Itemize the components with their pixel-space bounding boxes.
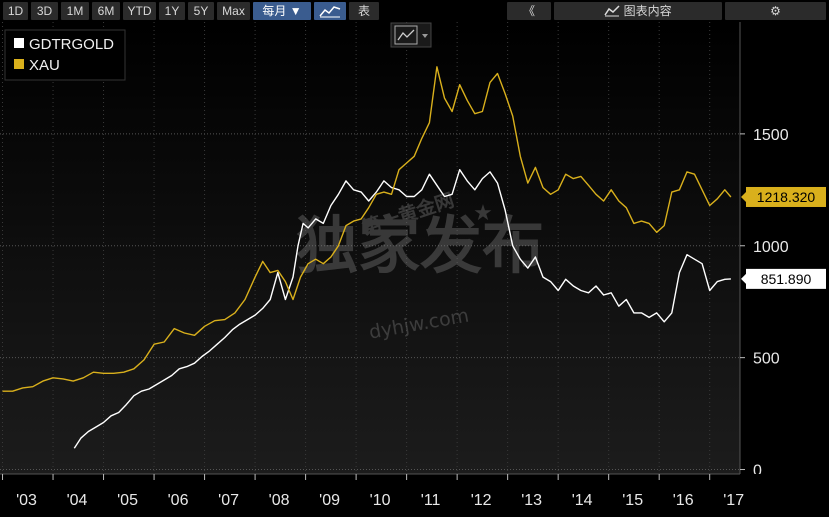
last-value-badge-xau: [746, 186, 826, 207]
range-6m-button[interactable]: 6M: [92, 2, 120, 20]
x-tick-label: '17: [723, 492, 744, 509]
x-gridlines: [2, 22, 711, 474]
x-tick-label: '03: [16, 492, 37, 509]
chevron-down-icon: [422, 34, 428, 38]
y-axis-panel: [740, 22, 829, 474]
chart-type-selector[interactable]: [390, 22, 432, 48]
x-tick-label: '10: [370, 492, 391, 509]
collapse-panel-button[interactable]: 《: [507, 2, 551, 20]
x-tick-label: '16: [673, 492, 694, 509]
watermark-star-icon: ★: [473, 201, 493, 226]
range-ytd-button[interactable]: YTD: [123, 2, 156, 20]
series-line-xau: [2, 66, 732, 392]
legend-label-gdtrgold[interactable]: GDTRGOLD: [29, 36, 114, 53]
range-max-button[interactable]: Max: [217, 2, 250, 20]
legend-box: [4, 29, 126, 81]
x-axis-panel: [0, 474, 829, 517]
gridlines: [0, 133, 740, 471]
last-value-labels: 851.890 1218.320: [741, 186, 826, 289]
y-tick-label: 1000: [753, 239, 789, 256]
series-lines: [2, 66, 732, 449]
series-line-gdtrgold: [73, 168, 731, 449]
legend-swatch-gdtrgold: [14, 38, 24, 48]
x-tick-label: '08: [269, 492, 290, 509]
range-3d-button[interactable]: 3D: [31, 2, 58, 20]
last-value-label-gdtrgold: 851.890: [761, 271, 812, 287]
double-chevron-left-icon: 《: [522, 4, 535, 18]
chart-content-icon: [604, 5, 620, 17]
last-value-pointer: [741, 190, 747, 203]
chart-content-label: 图表内容: [623, 4, 672, 18]
range-5y-button[interactable]: 5Y: [188, 2, 214, 20]
legend: GDTRGOLD XAU: [4, 29, 126, 81]
x-tick-label: '12: [471, 492, 492, 509]
x-tick-label: '15: [622, 492, 643, 509]
x-tick-label: '13: [521, 492, 542, 509]
frequency-dropdown[interactable]: 每月 ▼: [253, 2, 311, 20]
x-tick-label: '07: [218, 492, 239, 509]
line-chart-icon: [397, 29, 415, 41]
range-1m-button[interactable]: 1M: [61, 2, 89, 20]
last-value-badge-gdtrgold: [746, 268, 826, 289]
last-value-label-xau: 1218.320: [757, 189, 816, 205]
watermark-main-text: 独家发布: [296, 209, 544, 282]
legend-swatch-xau: [14, 59, 24, 69]
legend-label-xau[interactable]: XAU: [29, 57, 60, 74]
y-tick-label: 500: [753, 351, 780, 368]
range-1d-button[interactable]: 1D: [3, 2, 28, 20]
x-tick-label: '05: [117, 492, 138, 509]
y-axis-ticks: 0 500 1000 1500: [740, 127, 789, 480]
plot-background: [0, 22, 740, 474]
y-tick-label: 0: [753, 463, 762, 480]
x-tick-label: '09: [319, 492, 340, 509]
settings-button[interactable]: ⚙: [725, 2, 826, 20]
watermark: 独家发布 第一黄金网 ★ dyhjw.com: [296, 188, 544, 343]
line-chart-icon: [319, 6, 341, 18]
range-1y-button[interactable]: 1Y: [159, 2, 185, 20]
y-tick-label: 1500: [753, 127, 789, 144]
gear-icon: ⚙: [770, 4, 781, 18]
chart-toolbar: 1D 3D 1M 6M YTD 1Y 5Y Max 每月 ▼ 表 《 图表内容 …: [0, 0, 829, 22]
x-tick-label: '14: [572, 492, 593, 509]
chart-content-button[interactable]: 图表内容: [554, 2, 722, 20]
table-view-button[interactable]: 表: [349, 2, 379, 20]
x-tick-label: '06: [168, 492, 189, 509]
last-value-pointer: [741, 272, 747, 285]
x-tick-label: '11: [421, 492, 441, 509]
line-chart-toggle[interactable]: [314, 2, 346, 20]
x-axis-ticks: '03 '04 '05 '06 '07 '08 '09 '10 '11 '12 '13 '14 '15 '…: [2, 474, 744, 509]
x-tick-label: '04: [67, 492, 88, 509]
